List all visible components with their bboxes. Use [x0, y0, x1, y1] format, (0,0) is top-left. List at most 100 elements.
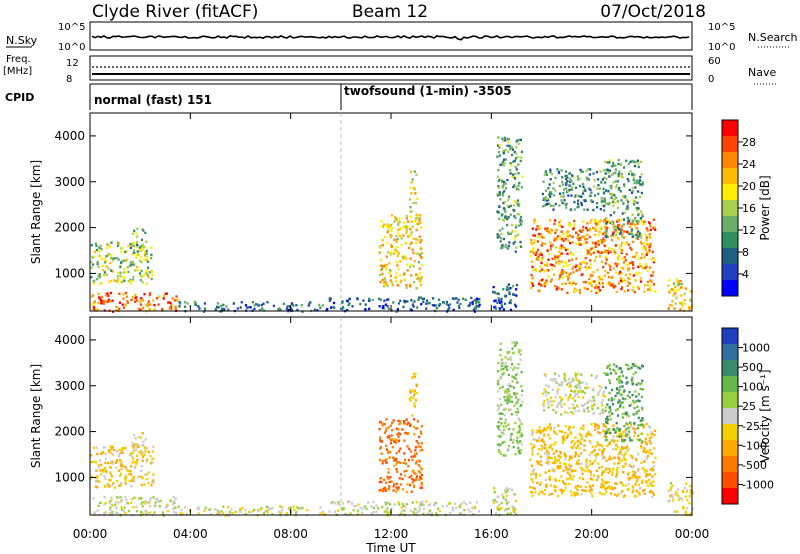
scatter-cell — [518, 213, 521, 216]
scatter-cell — [420, 226, 423, 229]
colorbar-swatch — [722, 424, 738, 441]
scatter-cell — [147, 300, 150, 303]
scatter-cell — [537, 448, 541, 451]
scatter-cell — [547, 187, 550, 190]
scatter-cell — [679, 279, 682, 283]
scatter-cell — [572, 469, 575, 472]
scatter-cell — [620, 393, 623, 396]
scatter-cell — [548, 252, 551, 255]
scatter-cell — [604, 270, 607, 273]
scatter-cell — [504, 158, 507, 161]
scatter-cell — [636, 236, 639, 239]
scatter-cell — [635, 181, 638, 185]
scatter-cell — [618, 227, 621, 231]
scatter-cell — [404, 462, 408, 465]
scatter-cell — [400, 509, 403, 513]
scatter-cell — [599, 275, 602, 278]
scatter-cell — [615, 473, 618, 476]
scatter-cell — [415, 452, 418, 455]
scatter-cell — [623, 494, 626, 497]
scatter-cell — [118, 307, 121, 311]
scatter-cell — [639, 160, 643, 163]
scatter-cell — [605, 459, 608, 462]
scatter-cell — [511, 380, 514, 383]
scatter-cell — [385, 418, 388, 421]
scatter-cell — [691, 507, 694, 510]
scatter-cell — [644, 437, 647, 440]
scatter-cell — [259, 309, 262, 312]
scatter-cell — [414, 446, 417, 449]
scatter-cell — [140, 453, 143, 456]
scatter-cell — [565, 206, 568, 209]
scatter-cell — [137, 445, 140, 449]
scatter-cell — [502, 308, 505, 311]
scatter-cell — [579, 381, 582, 385]
scatter-cell — [109, 291, 113, 295]
scatter-cell — [132, 278, 135, 281]
scatter-cell — [591, 274, 594, 277]
scatter-cell — [518, 426, 521, 429]
scatter-cell — [301, 310, 304, 313]
scatter-cell — [363, 505, 367, 508]
scatter-cell — [475, 304, 478, 308]
scatter-cell — [622, 261, 625, 264]
scatter-cell — [164, 506, 167, 509]
scatter-cell — [417, 274, 420, 277]
scatter-cell — [384, 281, 387, 284]
scatter-cell — [100, 463, 103, 466]
scatter-cell — [613, 456, 616, 459]
scatter-cell — [636, 220, 639, 224]
scatter-cell — [406, 482, 409, 486]
scatter-cell — [605, 222, 608, 225]
scatter-cell — [577, 390, 580, 393]
colorbar-tick-label: 28 — [742, 136, 756, 149]
colorbar-swatch — [722, 248, 738, 265]
scatter-cell — [595, 228, 599, 231]
scatter-cell — [582, 192, 585, 195]
scatter-cell — [544, 446, 547, 450]
scatter-cell — [139, 245, 143, 248]
scatter-cell — [625, 427, 628, 431]
scatter-cell — [129, 278, 132, 282]
scatter-cell — [634, 160, 637, 164]
scatter-cell — [540, 235, 543, 238]
scatter-cell — [586, 229, 589, 232]
scatter-cell — [415, 501, 418, 504]
scatter-cell — [634, 364, 637, 368]
scatter-cell — [617, 453, 620, 456]
scatter-cell — [612, 231, 615, 234]
scatter-cell — [520, 186, 523, 189]
scatter-cell — [407, 458, 410, 462]
scatter-cell — [132, 449, 135, 452]
scatter-cell — [604, 425, 607, 428]
scatter-cell — [511, 347, 514, 350]
scatter-cell — [621, 412, 624, 416]
scatter-cell — [506, 391, 509, 394]
scatter-cell — [597, 220, 600, 224]
scatter-cell — [400, 237, 403, 240]
scatter-cell — [572, 253, 575, 256]
scatter-cell — [606, 444, 609, 448]
scatter-cell — [409, 257, 412, 260]
scatter-cell — [583, 439, 586, 442]
scatter-cell — [410, 274, 413, 277]
scatter-cell — [547, 275, 550, 278]
scatter-cell — [588, 173, 591, 176]
scatter-cell — [550, 192, 553, 195]
scatter-cell — [378, 480, 381, 484]
scatter-cell — [585, 435, 588, 438]
scatter-cell — [101, 451, 104, 454]
scatter-cell — [352, 509, 355, 512]
scatter-cell — [502, 425, 505, 428]
scatter-cell — [136, 458, 139, 461]
scatter-cell — [109, 300, 112, 303]
scatter-cell — [538, 474, 542, 477]
scatter-cell — [120, 506, 123, 509]
colorbar-tick-label: 24 — [742, 158, 756, 171]
scatter-cell — [519, 358, 522, 361]
scatter-cell — [641, 440, 644, 444]
scatter-cell — [649, 236, 652, 239]
scatter-cell — [600, 401, 603, 404]
scatter-cell — [413, 188, 416, 191]
scatter-cell — [647, 243, 650, 246]
